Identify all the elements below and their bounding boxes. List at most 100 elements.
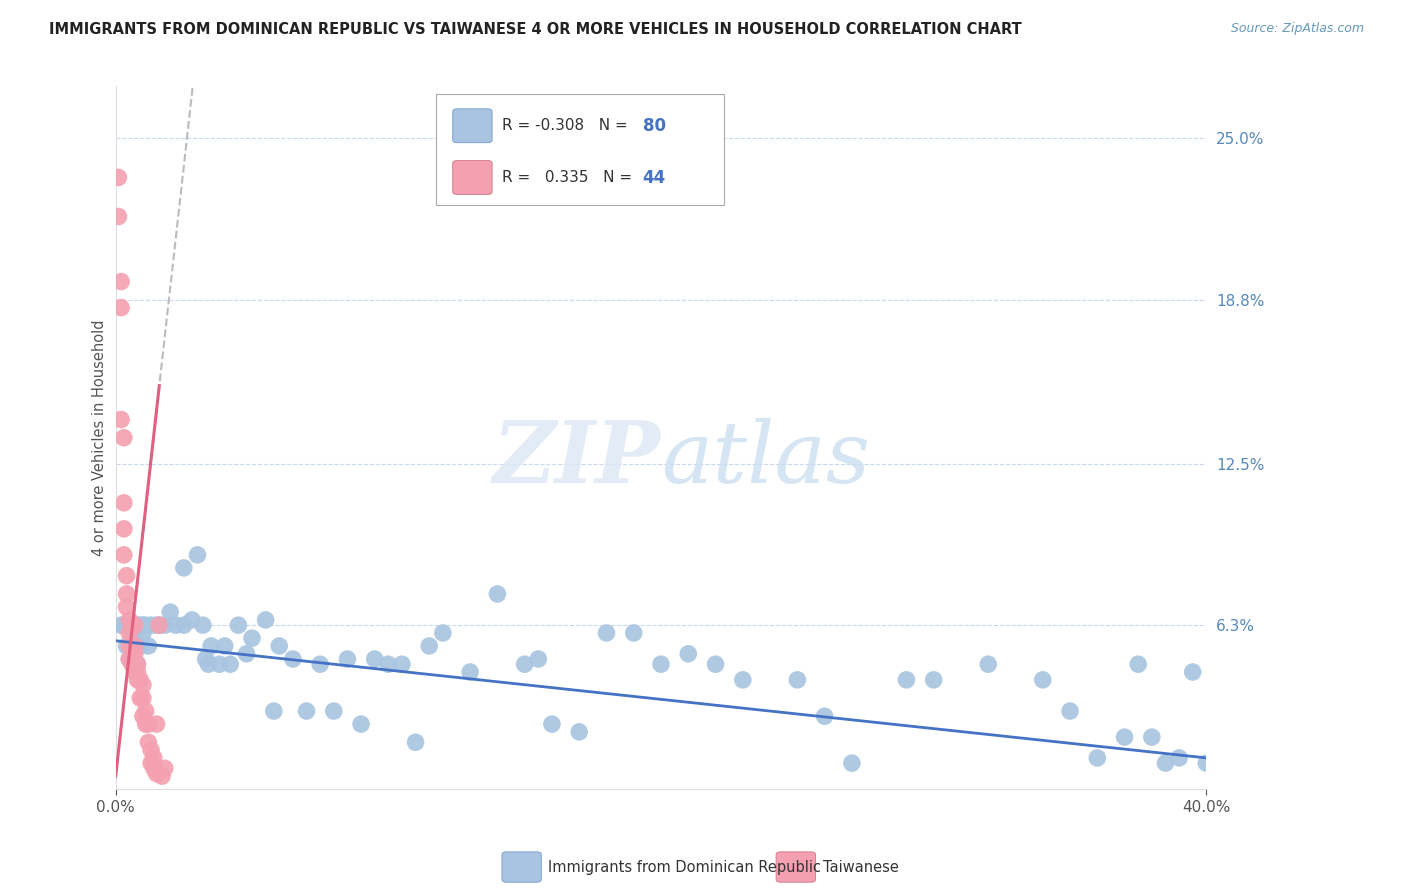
Point — [165, 618, 187, 632]
Point — [115, 568, 138, 582]
Point — [150, 769, 173, 783]
Point — [112, 496, 135, 510]
Point — [115, 599, 138, 614]
Point — [112, 431, 135, 445]
Point — [309, 657, 332, 672]
Point — [129, 691, 152, 706]
Point — [127, 657, 149, 672]
Point — [623, 626, 645, 640]
Point — [110, 412, 132, 426]
Point — [405, 735, 427, 749]
Point — [1195, 756, 1218, 771]
Point — [678, 647, 700, 661]
Point — [124, 631, 146, 645]
Text: IMMIGRANTS FROM DOMINICAN REPUBLIC VS TAIWANESE 4 OR MORE VEHICLES IN HOUSEHOLD : IMMIGRANTS FROM DOMINICAN REPUBLIC VS TA… — [49, 22, 1022, 37]
Point — [145, 717, 167, 731]
Point — [568, 724, 591, 739]
Point — [118, 652, 141, 666]
Point — [132, 678, 155, 692]
Point — [541, 717, 564, 731]
Point — [127, 657, 149, 672]
Point — [191, 618, 214, 632]
Point — [281, 652, 304, 666]
Point — [200, 639, 222, 653]
Text: Taiwanese: Taiwanese — [823, 860, 898, 874]
Point — [118, 639, 141, 653]
Point — [124, 647, 146, 661]
Point — [118, 613, 141, 627]
Point — [145, 766, 167, 780]
Point — [786, 673, 808, 687]
Point — [110, 618, 132, 632]
Point — [173, 618, 195, 632]
Point — [118, 618, 141, 632]
Point — [135, 704, 157, 718]
Point — [110, 301, 132, 315]
Point — [240, 631, 263, 645]
Point — [142, 751, 165, 765]
Text: 80: 80 — [643, 117, 665, 135]
Point — [214, 639, 236, 653]
Point — [391, 657, 413, 672]
Point — [1032, 673, 1054, 687]
Text: Immigrants from Dominican Republic: Immigrants from Dominican Republic — [548, 860, 821, 874]
Point — [1114, 730, 1136, 744]
Point — [115, 639, 138, 653]
Point — [129, 618, 152, 632]
Text: ZIP: ZIP — [494, 417, 661, 500]
Point — [124, 618, 146, 632]
Point — [1085, 751, 1108, 765]
Point — [418, 639, 440, 653]
Point — [377, 657, 399, 672]
Point — [922, 673, 945, 687]
Point — [228, 618, 250, 632]
Point — [129, 673, 152, 687]
Point — [181, 613, 204, 627]
Point — [486, 587, 509, 601]
Point — [110, 275, 132, 289]
Text: 44: 44 — [643, 169, 666, 186]
Point — [124, 618, 146, 632]
Point — [208, 657, 231, 672]
Point — [124, 639, 146, 653]
Point — [132, 618, 155, 632]
Point — [432, 626, 454, 640]
Point — [121, 657, 143, 672]
Point — [135, 618, 157, 632]
Point — [841, 756, 863, 771]
Point — [138, 639, 160, 653]
Point — [118, 652, 141, 666]
Point — [159, 605, 181, 619]
Point — [121, 618, 143, 632]
Point — [129, 639, 152, 653]
Point — [513, 657, 536, 672]
Point — [127, 673, 149, 687]
Point — [115, 587, 138, 601]
Point — [322, 704, 344, 718]
Point — [107, 170, 129, 185]
Point — [138, 717, 160, 731]
Point — [186, 548, 208, 562]
Point — [132, 691, 155, 706]
Point — [118, 626, 141, 640]
Point — [148, 618, 170, 632]
Point — [1128, 657, 1150, 672]
Point — [132, 626, 155, 640]
Point — [173, 561, 195, 575]
Point — [112, 618, 135, 632]
Point — [235, 647, 257, 661]
Point — [650, 657, 672, 672]
Point — [197, 657, 219, 672]
Point — [132, 709, 155, 723]
Point — [107, 210, 129, 224]
Y-axis label: 4 or more Vehicles in Household: 4 or more Vehicles in Household — [93, 319, 107, 556]
Point — [112, 548, 135, 562]
Point — [194, 652, 217, 666]
Point — [142, 761, 165, 775]
Point — [135, 717, 157, 731]
Text: atlas: atlas — [661, 417, 870, 500]
Point — [977, 657, 1000, 672]
Point — [139, 618, 162, 632]
Point — [704, 657, 727, 672]
Point — [124, 665, 146, 679]
